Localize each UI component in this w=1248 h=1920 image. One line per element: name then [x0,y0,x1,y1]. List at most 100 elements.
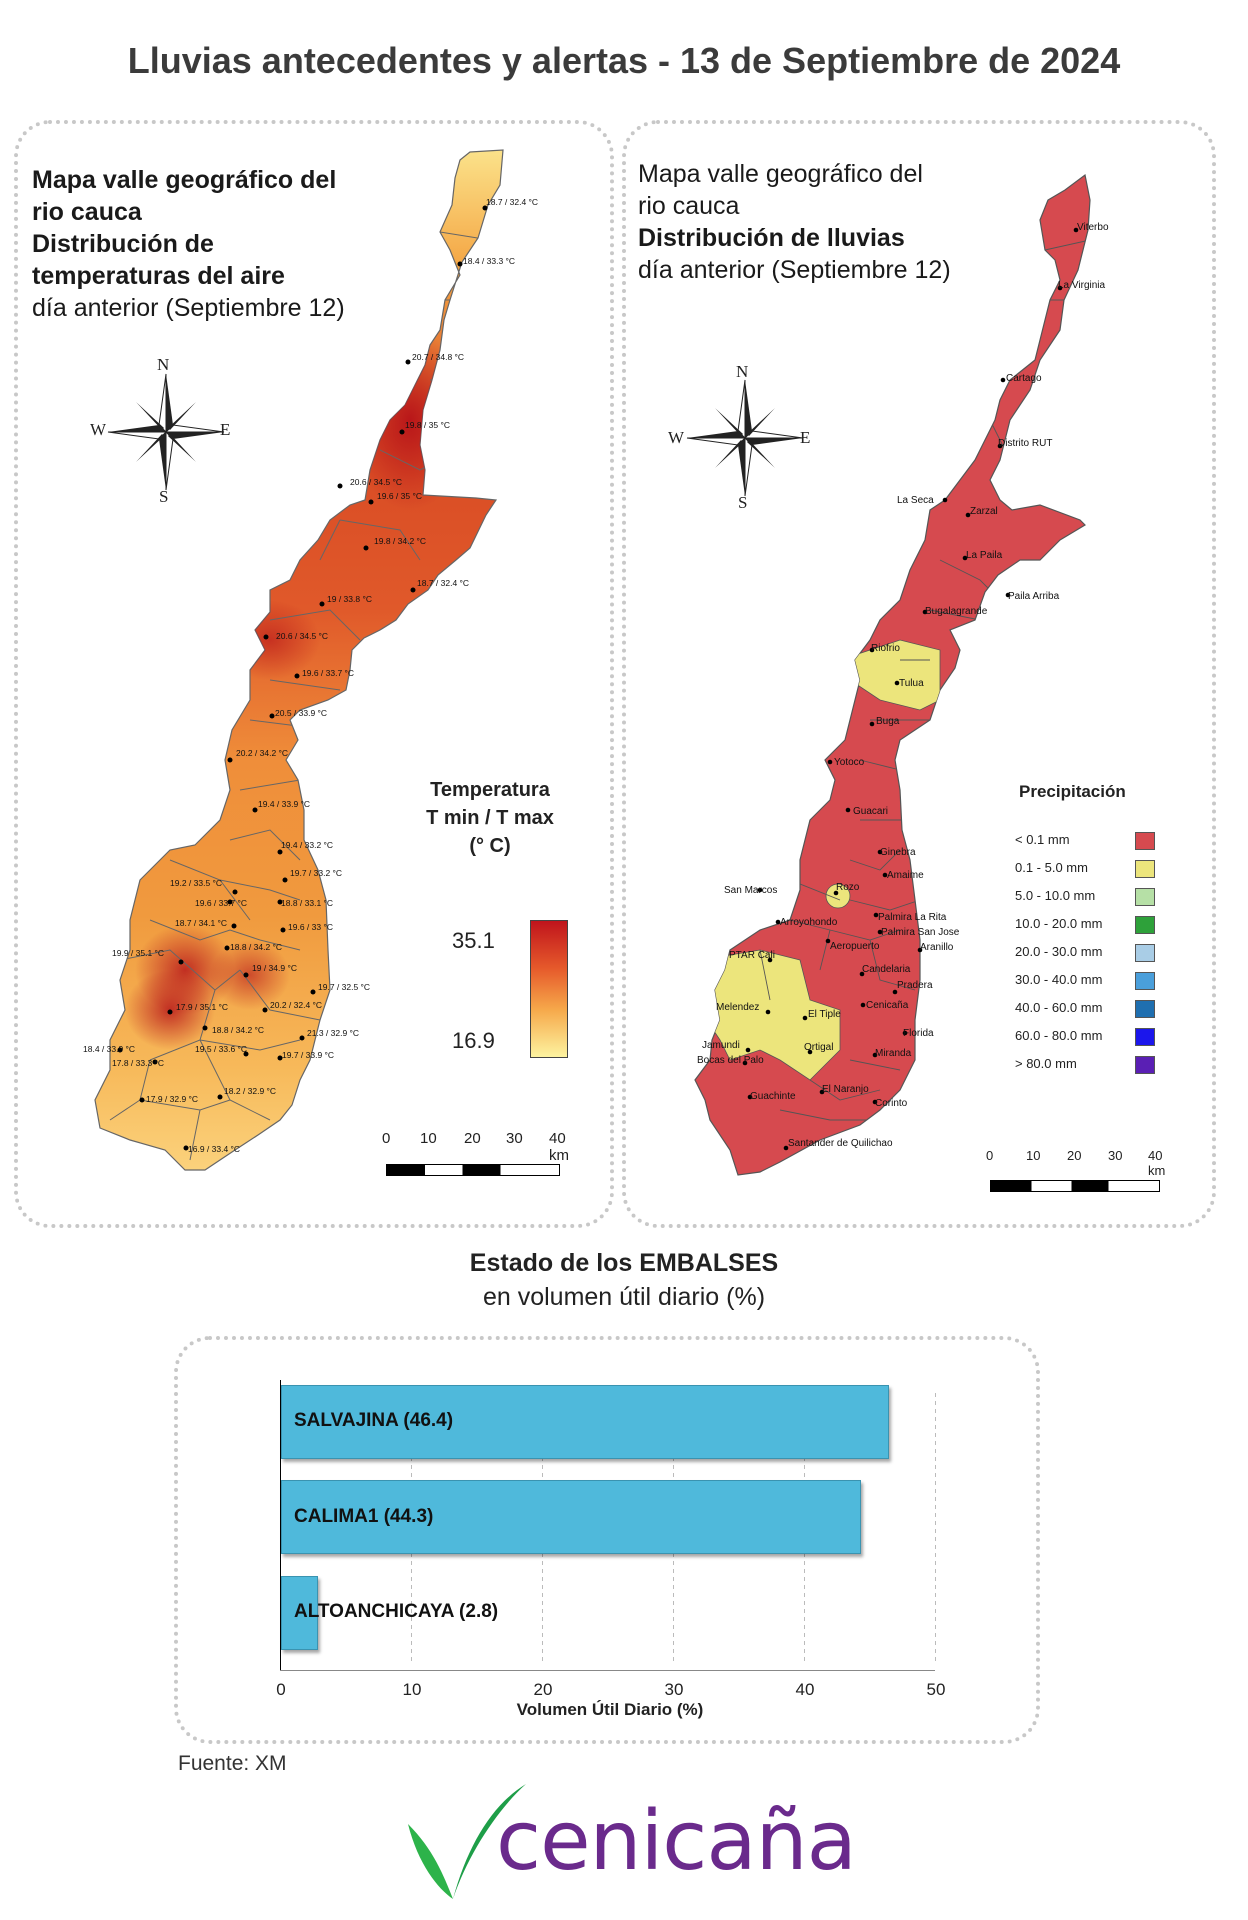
reservoirs-chart: SALVAJINA (46.4) CALIMA1 (44.3) ALTOANCH… [276,1380,945,1719]
place-label: Ginebra [880,847,916,858]
precipitation-map [694,173,1091,1176]
place-marker: Jamundi [702,1040,751,1053]
place-label: La Paila [966,550,1003,561]
compass-rose-icon [107,373,225,491]
compass-rose-icon [686,379,804,497]
place-label: La Seca [897,495,934,506]
place-label: Guacari [853,806,888,817]
scale-label: 30 [1108,1148,1123,1163]
legend-item: 0.1 - 5.0 mm [1015,860,1205,880]
place-label: Santander de Quilichao [788,1138,893,1149]
place-label: La Virginia [1058,280,1106,291]
legend-title-line: (° C) [469,835,511,857]
place-marker: Rozo [833,882,860,896]
station-label: 20.2 / 32.4 °C [270,1000,322,1010]
place-marker: Aeropuerto [825,938,880,952]
legend-item: 5.0 - 10.0 mm [1015,888,1205,908]
station-label: 18.8 / 33.1 °C [281,898,333,908]
station-label: 19.7 / 32.5 °C [318,982,370,992]
leaf-icon [408,1784,526,1899]
place-label: Pradera [897,980,933,991]
station-label: 16.9 / 33.4 °C [188,1144,240,1154]
place-label: Palmira La Rita [878,912,947,923]
place-label: Arroyohondo [780,917,838,928]
station-marker: 19.6 / 33.7 °C [195,898,247,908]
station-label: 19.7 / 33.9 °C [282,1050,334,1060]
place-marker: Palmira San Jose [877,927,960,938]
station-marker: 18.7 / 32.4 °C [410,578,469,593]
place-marker: El Naranjo [819,1084,869,1095]
station-label: 21.3 / 32.9 °C [307,1028,359,1038]
station-marker: 19.7 / 33.2 °C [282,868,342,883]
x-tick-label: 20 [533,1680,553,1699]
station-label: 18.4 / 33.9 °C [83,1044,135,1054]
place-label: El Tiple [808,1009,841,1020]
place-marker: La Seca [897,495,948,506]
temperature-title-line: rio cauca [32,198,142,226]
place-marker: La Virginia [1057,280,1106,291]
scale-label: 20 [464,1130,481,1147]
scale-label: 10 [1026,1148,1041,1163]
station-label: 19.8 / 34.2 °C [374,536,426,546]
scale-label: 0 [986,1148,994,1163]
place-marker: Distrito RUT [997,438,1052,449]
station-label: 19.4 / 33.2 °C [281,840,333,850]
place-label: Zarzal [970,506,998,517]
place-marker: Santander de Quilichao [783,1138,893,1151]
precipitation-legend: Precipitación < 0.1 mm 0.1 - 5.0 mm 5.0 … [1015,782,1205,1102]
place-marker: Ortigal [804,1042,833,1055]
bar [281,1480,862,1554]
scale-label: 40 km [549,1130,569,1164]
station-label: 19 / 34.9 °C [252,963,297,973]
place-marker: Arroyohondo [775,917,838,928]
station-label: 17.8 / 33.3 °C [112,1058,164,1068]
station-marker: 17.9 / 35.1 °C [167,1002,228,1015]
place-label: Palmira San Jose [881,927,960,938]
place-marker: La Paila [962,550,1003,561]
station-marker: 17.9 / 32.9 °C [139,1094,198,1104]
temperature-map-subtitle: día anterior (Septiembre 12) [32,294,345,322]
precipitation-map-subtitle: día anterior (Septiembre 12) [638,256,951,284]
station-label: 20.5 / 33.9 °C [275,708,327,718]
legend-swatch [1135,916,1155,934]
station-label: 18.7 / 34.1 °C [175,918,227,928]
temperature-title-line: temperaturas del aire [32,262,285,290]
station-label: 20.6 / 34.5 °C [276,631,328,641]
page-title: Lluvias antecedentes y alertas - 13 de S… [127,40,1121,81]
compass-w: W [668,428,685,447]
station-label: 18.4 / 33.3 °C [463,256,515,266]
source-text: Fuente: XM [178,1752,287,1775]
place-label: Paila Arriba [1008,591,1060,602]
temperature-title-line: Mapa valle geográfico del [32,166,337,194]
place-marker: PTAR Cali [729,950,775,963]
legend-item: 10.0 - 20.0 mm [1015,916,1205,936]
place-marker: Florida [902,1028,934,1039]
bar-label: CALIMA1 (44.3) [294,1506,434,1527]
legend-item: < 0.1 mm [1015,832,1205,852]
x-axis-title: Volumen Útil Diario (%) [516,1700,704,1719]
place-marker: Melendez [716,1002,771,1015]
bar [281,1385,889,1459]
temperature-map-title: Mapa valle geográfico del rio cauca Dist… [32,164,412,324]
station-label: 18.7 / 32.4 °C [417,578,469,588]
station-marker: 19.6 / 33.7 °C [294,668,354,679]
place-label: Miranda [875,1048,912,1059]
logo-wordmark: cenicaña [496,1794,857,1889]
station-marker: 18.2 / 32.9 °C [217,1086,276,1100]
legend-item: > 80.0 mm [1015,1056,1205,1076]
bar-label: SALVAJINA (46.4) [294,1410,454,1431]
place-marker: Bugalagrande [922,606,988,617]
station-marker: 20.2 / 34.2 °C [227,748,288,763]
station-marker: 19.7 / 33.9 °C [277,1050,334,1061]
station-label: 17.9 / 35.1 °C [176,1002,228,1012]
y-axis-line [280,1380,281,1670]
place-label: Bocas del Palo [697,1055,764,1066]
place-label: Rozo [836,882,860,893]
station-marker: 18.7 / 32.4 °C [482,197,538,211]
station-label: 20.2 / 34.2 °C [236,748,288,758]
station-label: 17.9 / 32.9 °C [146,1094,198,1104]
legend-item: 20.0 - 30.0 mm [1015,944,1205,964]
legend-item: 40.0 - 60.0 mm [1015,1000,1205,1020]
compass-w: W [90,420,107,439]
station-marker: 16.9 / 33.4 °C [183,1144,240,1154]
